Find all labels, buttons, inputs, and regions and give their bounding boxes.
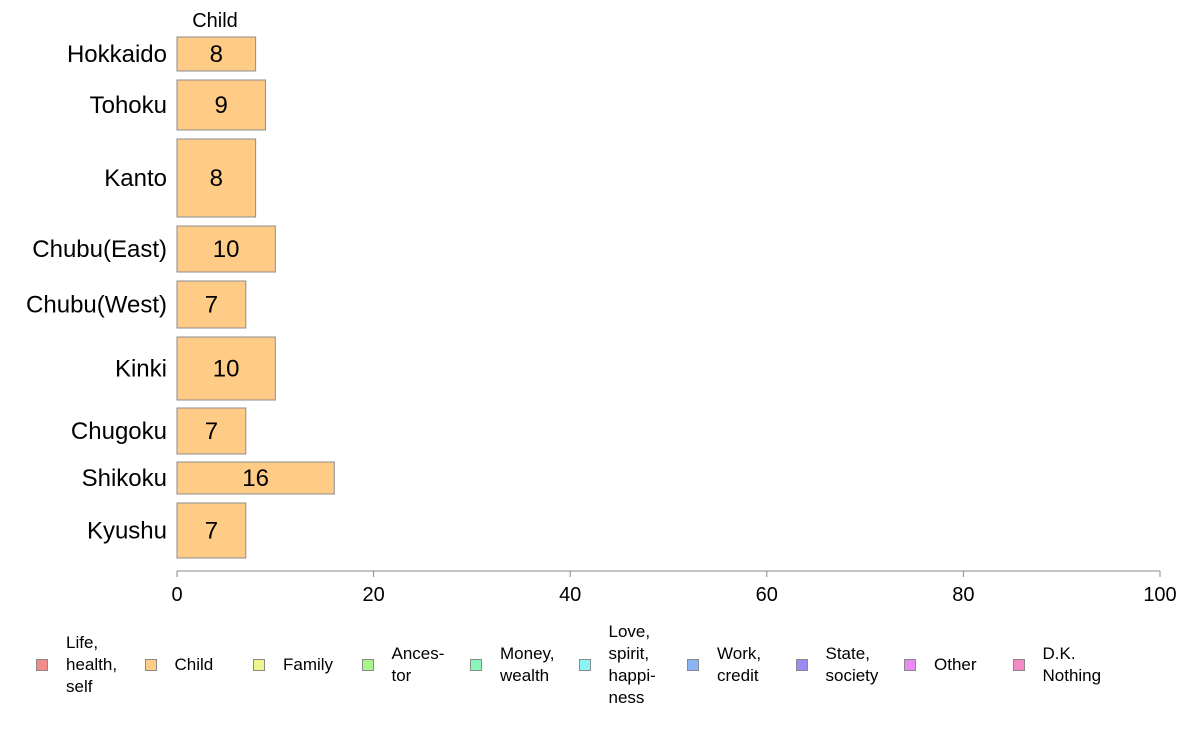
x-tick-label: 80 [952,584,974,606]
legend-swatch [578,659,591,671]
category-label: Hokkaido [67,41,167,68]
bar [176,407,247,455]
bar [176,79,266,131]
bar-value-label: 7 [205,518,218,545]
legend-swatch [795,659,808,671]
category-label: Kinki [115,356,167,383]
legend-item: Other [904,620,977,710]
bar [176,461,335,495]
bar-value-label: 8 [210,165,223,192]
legend-swatch [904,659,916,671]
x-tick-label: 20 [362,584,384,606]
legend-swatch [1012,659,1025,671]
category-label: Chugoku [71,418,167,445]
legend-label: D.K. Nothing [1042,644,1102,685]
bar [176,225,276,273]
bar-value-label: 16 [242,465,269,492]
legend-item: Ances- tor [361,620,445,710]
bar-chart: Child Hokkaido 8 Tohoku 9 Kanto 8 Chubu(East) 1… [26,10,1177,606]
x-tick-label: 40 [559,584,581,606]
bar-value-label: 7 [205,292,218,319]
legend-swatch [687,659,699,671]
category-label: Tohoku [90,92,167,119]
legend-swatch [361,659,374,671]
category-label: Kanto [104,165,167,192]
legend-label: Family [283,655,334,674]
bar-value-label: 9 [215,92,228,119]
legend-item: Money, wealth [470,620,555,710]
legend-item: State, society [795,620,879,710]
legend-label: Child [174,655,214,674]
category-label: Chubu(West) [26,292,167,319]
legend-swatch [36,659,48,671]
bar [176,36,257,72]
bar [176,502,247,559]
legend-item: D.K. Nothing [1012,620,1102,710]
legend-label: Work, credit [717,644,762,685]
bar [176,280,247,329]
bars-layer: Hokkaido 8 Tohoku 9 Kanto 8 Chubu(East) 10 Chubu… [26,36,335,559]
category-label: Chubu(East) [32,236,167,263]
legend-swatch [470,659,482,671]
bar [176,138,257,218]
x-tick-label: 60 [756,584,778,606]
legend-swatch [144,659,157,671]
legend: Life, health, self Child Family Ances- tor M… [36,620,1176,710]
bar [176,336,276,401]
series-title: Child [192,10,238,32]
bar-value-label: 10 [213,356,240,383]
legend-item: Child [144,620,214,710]
legend-label: Ances- tor [391,644,445,685]
legend-label: State, society [825,644,879,685]
x-tick-label: 0 [171,584,182,606]
category-label: Shikoku [82,465,167,492]
legend-item: Family [253,620,333,710]
legend-label: Money, wealth [500,644,555,685]
legend-item: Love, spirit, happi- ness [578,620,656,710]
legend-item: Life, health, self [36,620,117,710]
legend-label: Love, spirit, happi- ness [608,622,656,707]
legend-label: Life, health, self [66,633,118,696]
legend-swatch [253,659,265,671]
legend-item: Work, credit [687,620,761,710]
legend-label: Other [934,655,977,674]
bar-value-label: 8 [210,41,223,68]
bar-value-label: 7 [205,418,218,445]
category-label: Kyushu [87,518,167,545]
bar-value-label: 10 [213,236,240,263]
x-tick-label: 100 [1143,584,1176,606]
x-axis: 0 20 40 60 80 100 [171,570,1177,606]
